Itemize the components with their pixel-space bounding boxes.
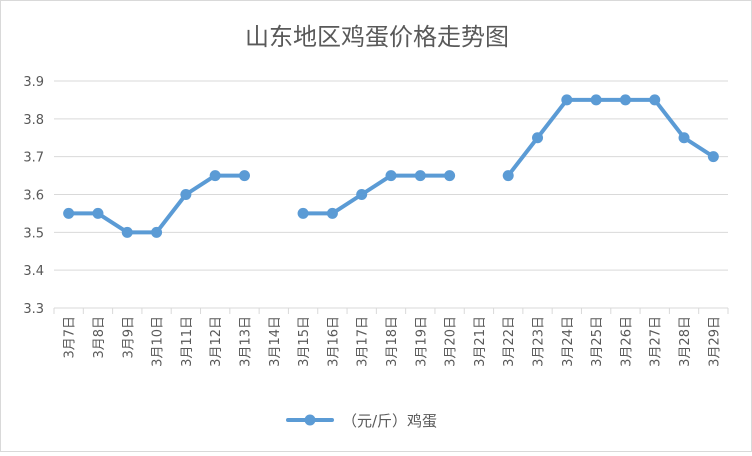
x-tick-label: 3月14日 [268,316,283,367]
x-tick-label: 3月10日 [151,316,166,367]
data-point [326,207,338,219]
x-tick-label: 3月8日 [92,316,107,359]
series-egg-price [63,94,719,238]
x-tick-label: 3月23日 [532,316,547,367]
x-tick-label: 3月13日 [238,316,253,367]
data-point [180,189,192,200]
y-axis: 3.3 3.4 3.5 3.6 3.7 3.8 3.9 [23,75,44,317]
x-tick-label: 3月19日 [414,316,429,367]
data-point [209,170,221,182]
y-tick-label: 3.7 [23,151,44,166]
legend-label: （元/斤）鸡蛋 [342,412,437,430]
data-point [707,151,719,163]
data-point [297,207,309,219]
data-point [151,226,163,238]
data-point [356,189,368,200]
y-tick-label: 3.6 [23,189,44,204]
x-tick-label: 3月25日 [590,316,605,367]
x-tick-label: 3月12日 [209,316,224,367]
x-tick-label: 3月28日 [678,316,693,367]
x-tick-label: 3月16日 [326,316,341,367]
legend: （元/斤）鸡蛋 [286,412,437,430]
x-tick-label: 3月20日 [444,316,459,367]
data-point [619,94,631,106]
x-tick-label: 3月22日 [502,316,517,367]
x-tick-label: 3月27日 [649,316,664,367]
x-tick-label: 3月17日 [356,316,371,367]
x-tick-label: 3月18日 [385,316,400,367]
data-point [590,94,602,106]
gridlines [54,80,728,309]
data-point [678,132,690,144]
data-point [63,207,75,219]
series-line [506,97,716,178]
data-point [238,170,250,182]
chart-title: 山东地区鸡蛋价格走势图 [245,23,509,51]
data-point [414,170,426,182]
x-axis: 3月7日 3月8日 3月9日 3月10日 3月11日 3月12日 3月13日 3月14日 3月1… [53,308,729,367]
data-point [92,207,104,219]
x-tick-label: 3月11日 [180,316,195,367]
x-tick-label: 3月26日 [619,316,634,367]
y-tick-label: 3.3 [23,302,44,317]
data-point [532,132,544,144]
series-line [66,173,247,235]
data-point [649,94,661,106]
data-point [561,94,573,106]
y-tick-label: 3.4 [23,264,44,279]
data-point [502,170,514,182]
x-tick-label: 3月15日 [297,316,312,367]
x-tick-label: 3月24日 [561,316,576,367]
x-tick-label: 3月9日 [121,316,136,359]
y-tick-label: 3.8 [23,113,44,128]
x-tick-label: 3月7日 [63,316,78,359]
data-point [444,170,456,182]
x-tick-label: 3月21日 [473,316,488,367]
data-point [385,170,397,182]
data-point [121,226,133,238]
x-tick-label: 3月29日 [707,316,722,367]
legend-marker [304,414,316,426]
y-tick-label: 3.9 [23,75,44,90]
y-tick-label: 3.5 [23,226,44,241]
